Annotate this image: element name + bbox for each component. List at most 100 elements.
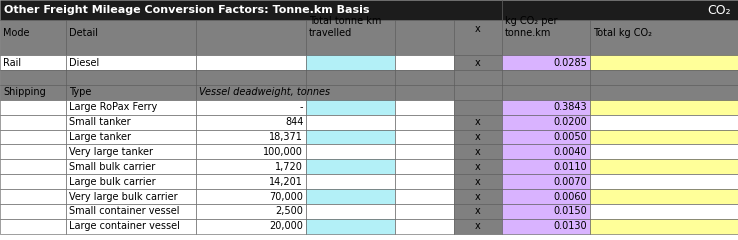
Text: 2,500: 2,500 bbox=[275, 206, 303, 216]
Bar bbox=[0, 70, 66, 85]
Text: x: x bbox=[475, 24, 480, 34]
Text: x: x bbox=[475, 58, 480, 68]
Text: Very large bulk carrier: Very large bulk carrier bbox=[69, 192, 178, 202]
Bar bbox=[502, 174, 590, 189]
Bar bbox=[590, 100, 738, 115]
Bar bbox=[306, 204, 395, 219]
Text: 844: 844 bbox=[285, 117, 303, 127]
Text: 0.0130: 0.0130 bbox=[554, 221, 587, 231]
Text: Rail: Rail bbox=[3, 58, 21, 68]
Bar bbox=[306, 144, 395, 159]
Bar bbox=[395, 70, 454, 85]
Text: x: x bbox=[475, 192, 480, 202]
Bar bbox=[590, 219, 738, 234]
Bar bbox=[454, 115, 502, 130]
Text: 18,371: 18,371 bbox=[269, 132, 303, 142]
Bar bbox=[590, 55, 738, 70]
Bar bbox=[0, 130, 66, 144]
Bar bbox=[502, 159, 590, 174]
Bar bbox=[306, 174, 395, 189]
Bar bbox=[502, 55, 590, 70]
Bar bbox=[395, 130, 454, 144]
Text: x: x bbox=[475, 132, 480, 142]
Bar bbox=[306, 130, 395, 144]
Bar bbox=[196, 189, 306, 204]
Bar bbox=[590, 20, 738, 55]
Text: 0.0050: 0.0050 bbox=[554, 132, 587, 142]
Bar bbox=[395, 85, 454, 100]
Bar bbox=[66, 144, 196, 159]
Text: Mode: Mode bbox=[3, 28, 30, 38]
Bar bbox=[0, 0, 502, 20]
Text: 0.0285: 0.0285 bbox=[554, 58, 587, 68]
Text: 0.0150: 0.0150 bbox=[554, 206, 587, 216]
Bar bbox=[0, 20, 66, 55]
Bar bbox=[502, 219, 590, 234]
Bar bbox=[196, 70, 306, 85]
Bar bbox=[502, 189, 590, 204]
Bar bbox=[66, 20, 196, 55]
Bar bbox=[590, 70, 738, 85]
Bar bbox=[196, 20, 306, 55]
Bar bbox=[66, 115, 196, 130]
Bar bbox=[0, 189, 66, 204]
Text: Large bulk carrier: Large bulk carrier bbox=[69, 177, 156, 187]
Bar bbox=[454, 144, 502, 159]
Text: 0.0200: 0.0200 bbox=[554, 117, 587, 127]
Bar bbox=[590, 189, 738, 204]
Text: Other Freight Mileage Conversion Factors: Tonne.km Basis: Other Freight Mileage Conversion Factors… bbox=[4, 5, 369, 15]
Bar bbox=[395, 189, 454, 204]
Text: x: x bbox=[475, 162, 480, 172]
Bar bbox=[454, 189, 502, 204]
Bar bbox=[454, 100, 502, 115]
Bar bbox=[395, 144, 454, 159]
Text: 1,720: 1,720 bbox=[275, 162, 303, 172]
Bar bbox=[454, 70, 502, 85]
Bar bbox=[66, 204, 196, 219]
Bar bbox=[66, 174, 196, 189]
Bar bbox=[590, 130, 738, 144]
Text: 0.3843: 0.3843 bbox=[554, 102, 587, 112]
Text: 70,000: 70,000 bbox=[269, 192, 303, 202]
Bar bbox=[66, 70, 196, 85]
Text: 0.0040: 0.0040 bbox=[554, 147, 587, 157]
Text: Vessel deadweight, tonnes: Vessel deadweight, tonnes bbox=[199, 87, 330, 97]
Bar bbox=[306, 159, 395, 174]
Text: x: x bbox=[475, 147, 480, 157]
Bar bbox=[306, 115, 395, 130]
Text: Large RoPax Ferry: Large RoPax Ferry bbox=[69, 102, 158, 112]
Bar bbox=[0, 115, 66, 130]
Bar bbox=[502, 144, 590, 159]
Bar bbox=[502, 70, 590, 85]
Bar bbox=[395, 174, 454, 189]
Text: Very large tanker: Very large tanker bbox=[69, 147, 154, 157]
Bar bbox=[196, 85, 306, 100]
Bar bbox=[454, 130, 502, 144]
Bar bbox=[196, 115, 306, 130]
Text: 100,000: 100,000 bbox=[263, 147, 303, 157]
Bar bbox=[66, 130, 196, 144]
Bar bbox=[0, 100, 66, 115]
Text: x: x bbox=[475, 117, 480, 127]
Bar bbox=[306, 70, 395, 85]
Bar bbox=[196, 174, 306, 189]
Bar bbox=[395, 115, 454, 130]
Text: Small bulk carrier: Small bulk carrier bbox=[69, 162, 156, 172]
Bar bbox=[395, 219, 454, 234]
Text: CO₂: CO₂ bbox=[707, 4, 731, 17]
Bar bbox=[454, 159, 502, 174]
Bar bbox=[0, 159, 66, 174]
Bar bbox=[196, 55, 306, 70]
Bar bbox=[306, 55, 395, 70]
Bar bbox=[502, 130, 590, 144]
Bar bbox=[502, 85, 590, 100]
Text: Type: Type bbox=[69, 87, 92, 97]
Text: 0.0060: 0.0060 bbox=[554, 192, 587, 202]
Text: Diesel: Diesel bbox=[69, 58, 100, 68]
Bar bbox=[395, 159, 454, 174]
Bar bbox=[0, 174, 66, 189]
Bar bbox=[454, 219, 502, 234]
Bar bbox=[502, 100, 590, 115]
Text: Total kg CO₂: Total kg CO₂ bbox=[593, 28, 652, 38]
Bar bbox=[395, 100, 454, 115]
